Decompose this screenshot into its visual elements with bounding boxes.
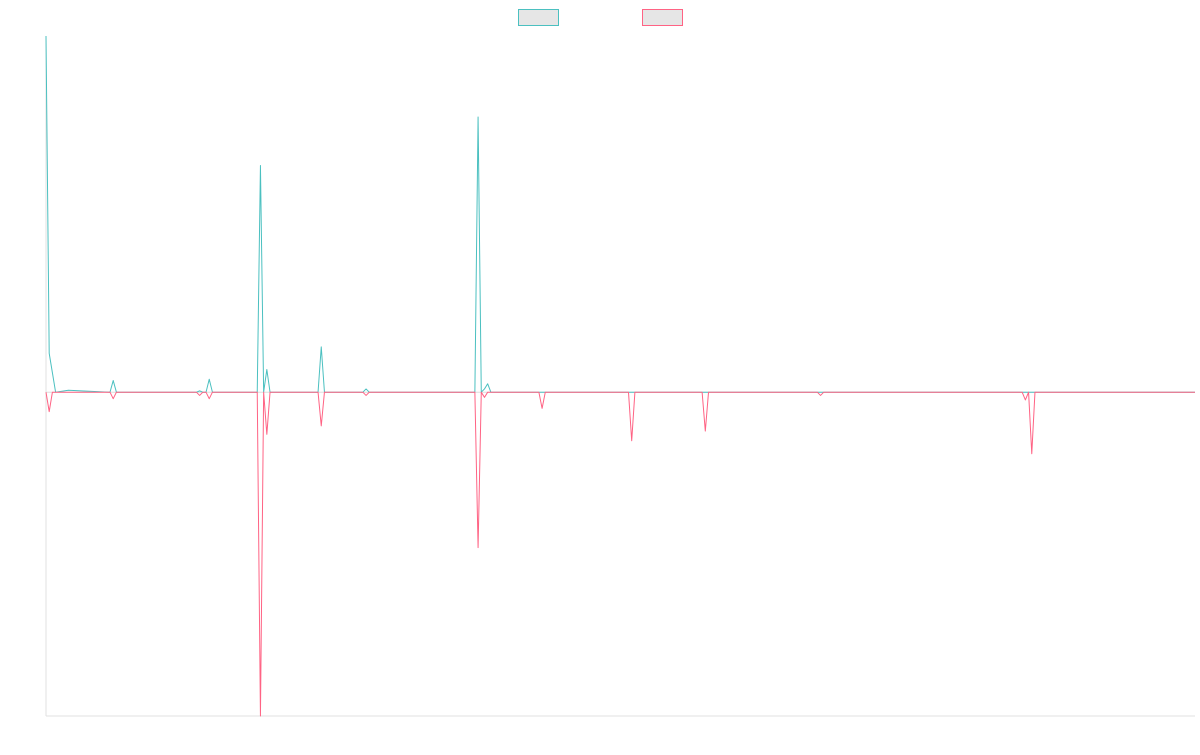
legend-swatch: [518, 9, 559, 26]
series-line-1: [45, 35, 1195, 393]
legend-swatch: [642, 9, 683, 26]
series-line-2: [45, 391, 1195, 717]
series-group: [45, 35, 1195, 717]
legend-item-1[interactable]: [518, 9, 559, 26]
axes: [45, 36, 1195, 717]
legend[interactable]: [518, 9, 683, 26]
legend-item-2[interactable]: [642, 9, 683, 26]
